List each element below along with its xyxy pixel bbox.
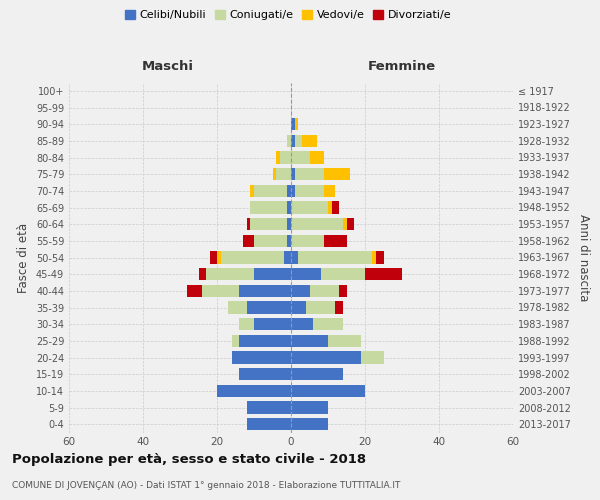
Bar [247, 401, 291, 414]
Bar [217, 251, 221, 264]
Bar [291, 301, 306, 314]
Bar [276, 168, 291, 180]
Bar [295, 134, 302, 147]
Bar [250, 218, 287, 230]
Bar [291, 284, 310, 297]
Bar [291, 218, 343, 230]
Bar [291, 118, 295, 130]
Bar [287, 184, 291, 197]
Bar [313, 318, 343, 330]
Bar [291, 168, 295, 180]
Bar [287, 201, 291, 214]
Bar [239, 318, 254, 330]
Bar [291, 334, 328, 347]
Legend: Celibi/Nubili, Coniugati/e, Vedovi/e, Divorziati/e: Celibi/Nubili, Coniugati/e, Vedovi/e, Di… [120, 6, 456, 25]
Bar [287, 218, 291, 230]
Bar [291, 401, 328, 414]
Bar [302, 134, 317, 147]
Bar [295, 184, 325, 197]
Bar [373, 251, 376, 264]
Text: Popolazione per età, sesso e stato civile - 2018: Popolazione per età, sesso e stato civil… [12, 452, 366, 466]
Bar [325, 184, 335, 197]
Bar [295, 168, 325, 180]
Bar [291, 318, 313, 330]
Bar [298, 251, 373, 264]
Y-axis label: Anni di nascita: Anni di nascita [577, 214, 590, 301]
Bar [272, 168, 276, 180]
Bar [291, 234, 325, 247]
Bar [187, 284, 202, 297]
Bar [221, 251, 284, 264]
Bar [250, 201, 287, 214]
Bar [291, 384, 365, 397]
Bar [291, 268, 320, 280]
Bar [228, 301, 247, 314]
Bar [291, 418, 328, 430]
Bar [291, 151, 310, 164]
Bar [209, 251, 217, 264]
Bar [247, 418, 291, 430]
Bar [243, 234, 254, 247]
Bar [291, 368, 343, 380]
Bar [254, 234, 287, 247]
Text: COMUNE DI JOVENÇAN (AO) - Dati ISTAT 1° gennaio 2018 - Elaborazione TUTTITALIA.I: COMUNE DI JOVENÇAN (AO) - Dati ISTAT 1° … [12, 481, 400, 490]
Bar [199, 268, 206, 280]
Bar [343, 218, 347, 230]
Bar [239, 334, 291, 347]
Bar [291, 134, 295, 147]
Bar [239, 368, 291, 380]
Bar [291, 201, 328, 214]
Bar [295, 118, 298, 130]
Bar [239, 284, 291, 297]
Bar [247, 301, 291, 314]
Text: Femmine: Femmine [368, 60, 436, 72]
Bar [217, 384, 291, 397]
Bar [291, 351, 361, 364]
Bar [320, 268, 365, 280]
Bar [232, 334, 239, 347]
Bar [276, 151, 280, 164]
Bar [254, 318, 291, 330]
Bar [325, 168, 350, 180]
Bar [287, 234, 291, 247]
Bar [332, 201, 339, 214]
Bar [232, 351, 291, 364]
Bar [280, 151, 291, 164]
Text: Maschi: Maschi [142, 60, 194, 72]
Bar [306, 301, 335, 314]
Bar [347, 218, 354, 230]
Bar [361, 351, 383, 364]
Bar [254, 184, 287, 197]
Bar [284, 251, 291, 264]
Bar [291, 184, 295, 197]
Bar [365, 268, 402, 280]
Bar [247, 218, 250, 230]
Bar [254, 268, 291, 280]
Y-axis label: Fasce di età: Fasce di età [17, 222, 30, 292]
Bar [376, 251, 383, 264]
Bar [328, 201, 332, 214]
Bar [206, 268, 254, 280]
Bar [328, 334, 361, 347]
Bar [310, 151, 325, 164]
Bar [202, 284, 239, 297]
Bar [291, 251, 298, 264]
Bar [287, 134, 291, 147]
Bar [310, 284, 339, 297]
Bar [339, 284, 347, 297]
Bar [250, 184, 254, 197]
Bar [325, 234, 347, 247]
Bar [335, 301, 343, 314]
